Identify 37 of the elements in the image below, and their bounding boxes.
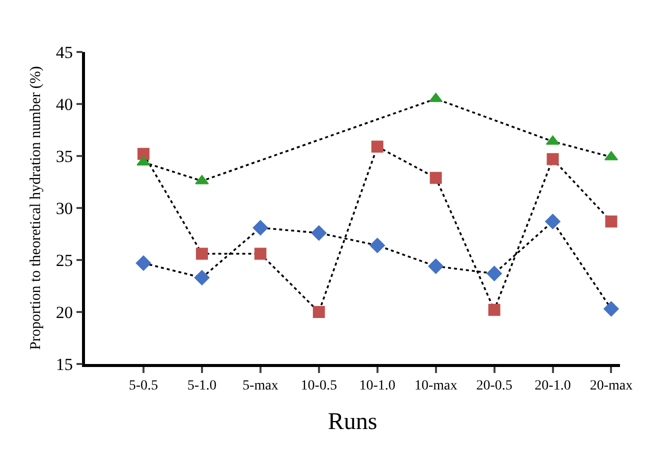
point [546,153,559,166]
point [488,304,500,316]
point [195,174,209,184]
point [252,220,268,236]
x-tick-label: 5-1.0 [187,378,217,394]
y-tick-label: 40 [56,94,73,114]
y-tick-label: 45 [56,42,73,62]
point [545,214,560,230]
point [371,140,384,153]
point [370,238,385,254]
point [137,148,150,160]
point [254,248,266,260]
point [486,266,502,282]
x-axis-title: Runs [328,408,378,435]
point [430,172,442,184]
x-tick-label: 10-0.5 [300,378,337,394]
point [428,258,444,274]
point [605,216,618,228]
y-axis-title: Proportion to theoretical hydration number (%) [28,66,44,350]
y-tick-label: 35 [56,146,73,166]
point [196,248,208,260]
x-tick-label: 20-max [590,378,633,394]
point [312,306,325,318]
point [604,301,619,317]
point [194,270,210,286]
x-tick-label: 10-1.0 [359,378,396,394]
x-tick-label: 20-0.5 [476,378,512,394]
y-tick-label: 25 [56,250,73,270]
x-tick-label: 20-1.0 [534,378,571,394]
y-tick-label: 15 [56,354,73,374]
x-tick-label: 10-max [414,378,458,394]
x-tick-label: 5-max [242,378,278,394]
y-tick-label: 20 [56,302,73,322]
x-tick-label: 5-0.5 [128,378,158,394]
y-tick-label: 30 [56,198,73,218]
point [136,255,152,271]
point [311,225,327,241]
